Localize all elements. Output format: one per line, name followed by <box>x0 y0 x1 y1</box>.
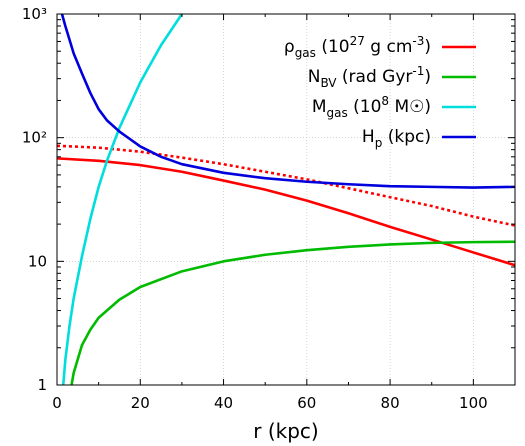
legend-label-part: gas <box>295 46 316 60</box>
legend-label: NBV (rad Gyr-1) <box>308 64 431 90</box>
x-tick-label: 60 <box>297 394 316 412</box>
legend-label-part: (10 <box>348 97 382 117</box>
legend: ρgas (1027 g cm-3)NBV (rad Gyr-1)Mgas (1… <box>284 34 476 150</box>
y-tick-label: 10² <box>22 129 47 147</box>
legend-label-part: ) <box>424 37 431 57</box>
legend-label-part: M <box>312 97 327 117</box>
legend-label-part: -1 <box>412 64 424 78</box>
series-line-4 <box>60 14 515 189</box>
legend-label-part: H <box>362 127 375 147</box>
x-axis-title: r (kpc) <box>253 419 318 443</box>
y-tick-label: 10³ <box>22 5 47 23</box>
legend-label-part: ☉) <box>409 97 431 117</box>
legend-label-part: gas <box>327 106 348 120</box>
legend-label-part: ρ <box>284 37 295 57</box>
x-tick-label: 80 <box>381 394 400 412</box>
axis-ticks: 0 20 40 60 80 100 1 10 10² 10³ <box>22 5 515 412</box>
legend-label-part: ) <box>424 67 431 87</box>
legend-entry: Hp (kpc) <box>362 127 476 150</box>
x-tick-label: 40 <box>214 394 233 412</box>
legend-label-part: 8 <box>381 94 389 108</box>
legend-label-part: p <box>375 136 383 150</box>
x-tick-label: 100 <box>459 394 488 412</box>
y-tick-label: 1 <box>37 376 47 394</box>
x-tick-label: 20 <box>131 394 150 412</box>
plot-frame <box>56 13 516 386</box>
legend-label-part: BV <box>320 76 337 90</box>
series-line-1 <box>57 144 515 227</box>
legend-label-part: 27 <box>350 34 365 48</box>
legend-label-part: M <box>389 97 409 117</box>
grid-lines <box>57 14 515 385</box>
legend-entry: Mgas (108 M☉) <box>312 94 476 120</box>
y-tick-label: 10 <box>28 252 47 270</box>
legend-label-part: (rad Gyr <box>337 67 413 87</box>
series-line-3 <box>61 14 183 385</box>
x-tick-label: 0 <box>52 394 62 412</box>
legend-label: Mgas (108 M☉) <box>312 94 431 120</box>
legend-label-part: g cm <box>365 37 413 57</box>
legend-label: ρgas (1027 g cm-3) <box>284 34 431 60</box>
legend-label-part: (10 <box>316 37 350 57</box>
legend-label: Hp (kpc) <box>362 127 431 150</box>
legend-entry: ρgas (1027 g cm-3) <box>284 34 476 60</box>
legend-label-part: -3 <box>412 34 424 48</box>
series-line-2 <box>70 240 515 385</box>
series-group <box>57 14 515 385</box>
legend-label-part: N <box>308 67 321 87</box>
legend-label-part: (kpc) <box>382 127 431 147</box>
legend-entry: NBV (rad Gyr-1) <box>308 64 476 90</box>
